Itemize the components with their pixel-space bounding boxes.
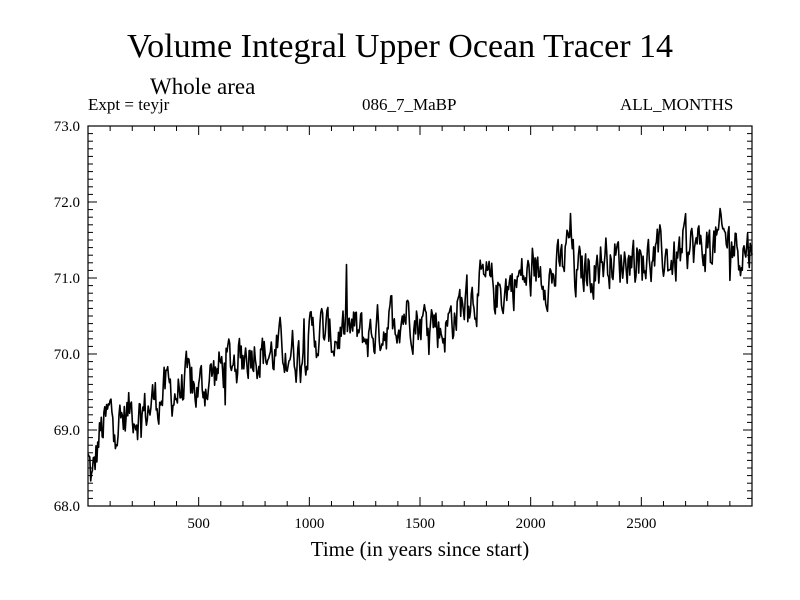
chart-title: Volume Integral Upper Ocean Tracer 14 [126,28,674,65]
x-tick-label: 1500 [405,516,435,532]
series-line [87,207,753,482]
y-tick-label: 73.0 [54,119,80,135]
experiment-label: Expt = teyjr [88,95,170,114]
run-id-label: 086_7_MaBP [362,95,457,114]
y-tick-label: 70.0 [54,347,80,363]
x-tick-label: 2500 [626,516,656,532]
y-tick-label: 68.0 [54,499,80,515]
months-label: ALL_MONTHS [620,95,734,114]
plot-frame [87,125,753,507]
x-tick-label: 500 [187,516,210,532]
x-tick-label: 1000 [294,516,324,532]
x-axis-title: Time (in years since start) [311,537,530,561]
tick-label-group: 500 1000 1500 2000 2500 68.0 69.0 70.0 71.0 72.0 7… [54,119,657,532]
series-group [87,207,753,482]
y-tick-label: 72.0 [54,195,80,211]
y-tick-label: 71.0 [54,271,80,287]
x-tick-label: 2000 [516,516,546,532]
chart-subtitle: Whole area [150,74,256,99]
tick-group [88,126,752,506]
y-tick-label: 69.0 [54,423,80,439]
